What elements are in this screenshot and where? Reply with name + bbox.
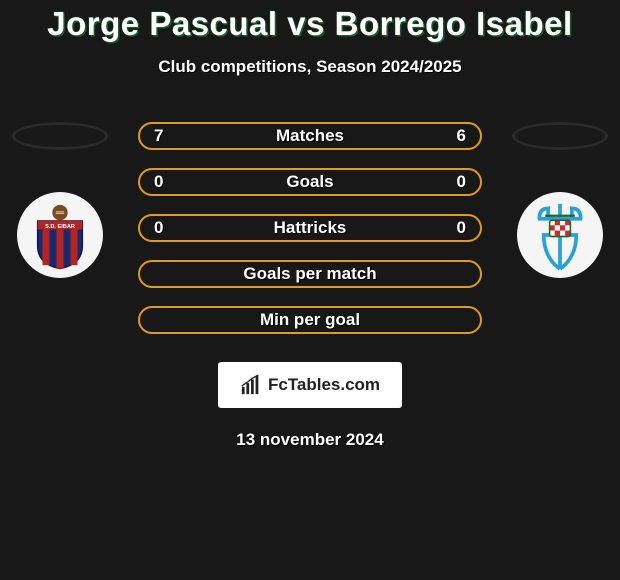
stat-value-left: 0 (154, 218, 163, 238)
stat-value-left: 0 (154, 172, 163, 192)
stat-value-right: 0 (457, 172, 466, 192)
stat-label: Hattricks (274, 218, 347, 238)
date-text: 13 november 2024 (0, 430, 620, 450)
eibar-badge: S.D. EIBAR (17, 192, 103, 278)
racing-ferrol-badge (517, 192, 603, 278)
racing-ferrol-crest-icon (523, 198, 597, 272)
stat-label: Goals (286, 172, 333, 192)
subtitle: Club competitions, Season 2024/2025 (0, 57, 620, 77)
watermark-text: FcTables.com (268, 375, 380, 395)
stat-label: Min per goal (260, 310, 360, 330)
stat-bar: Goals per match (138, 260, 482, 288)
right-side (500, 122, 620, 278)
player-photo-placeholder-left (12, 122, 108, 150)
stat-value-right: 6 (457, 126, 466, 146)
eibar-crest-icon: S.D. EIBAR (25, 200, 95, 270)
player-photo-placeholder-right (512, 122, 608, 150)
stat-label: Matches (276, 126, 344, 146)
svg-text:S.D. EIBAR: S.D. EIBAR (45, 224, 75, 230)
stat-bar: 7 Matches 6 (138, 122, 482, 150)
stats-column: 7 Matches 6 0 Goals 0 0 Hattricks 0 Goals per mat… (120, 122, 500, 352)
chart-icon (240, 374, 262, 396)
stat-bar: 0 Goals 0 (138, 168, 482, 196)
main-row: S.D. EIBAR 7 Matches 6 0 Goals 0 0 Hattricks 0 Go… (0, 122, 620, 352)
stat-value-left: 7 (154, 126, 163, 146)
stat-label: Goals per match (243, 264, 376, 284)
left-side: S.D. EIBAR (0, 122, 120, 278)
stat-bar: Min per goal (138, 306, 482, 334)
page-title: Jorge Pascual vs Borrego Isabel (0, 5, 620, 43)
watermark-box: FcTables.com (218, 362, 402, 408)
stat-bar: 0 Hattricks 0 (138, 214, 482, 242)
stat-value-right: 0 (457, 218, 466, 238)
stats-infographic: Jorge Pascual vs Borrego Isabel Club com… (0, 0, 620, 450)
watermark: FcTables.com (0, 362, 620, 408)
